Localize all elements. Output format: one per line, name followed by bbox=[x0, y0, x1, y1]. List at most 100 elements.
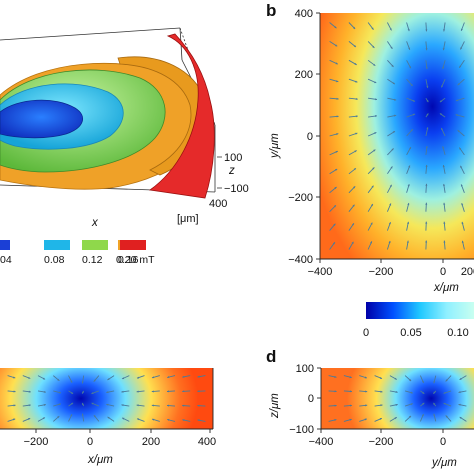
panel-b-arrowhead bbox=[390, 166, 393, 169]
panel-c-arrowhead bbox=[137, 376, 140, 379]
panel-c-arrowhead bbox=[167, 376, 170, 378]
panel-b-arrowhead bbox=[355, 132, 358, 135]
panel-c-arrowhead bbox=[43, 403, 46, 406]
panel-b-arrowhead bbox=[375, 115, 377, 118]
panel-b-arrowhead bbox=[409, 147, 411, 150]
panel-d-arrowhead bbox=[410, 403, 413, 406]
panel-c-arrowhead bbox=[182, 390, 185, 393]
panel-b-arrowhead bbox=[443, 240, 446, 243]
colorbar-tick-0.05: 0.05 bbox=[400, 327, 421, 339]
panel-b-arrowhead bbox=[392, 82, 395, 85]
panel-d-arrowhead bbox=[349, 418, 352, 421]
panel-b-arrowhead bbox=[425, 48, 428, 51]
panel-d-arrowhead bbox=[380, 390, 383, 393]
panel-c-xtick-200: 200 bbox=[142, 436, 160, 448]
panel-c-arrowhead bbox=[136, 390, 139, 393]
panel-b-arrowhead bbox=[459, 147, 462, 150]
panel-b-arrowhead bbox=[370, 204, 373, 207]
panel-b-ytick-m200: −200 bbox=[288, 192, 313, 204]
panel-d-arrowhead bbox=[394, 417, 397, 420]
panel-b-arrowhead bbox=[389, 203, 392, 206]
panel-d-arrowhead bbox=[365, 404, 368, 407]
panel-a-unit: [μm] bbox=[177, 213, 199, 225]
panel-a-x-tick: 400 bbox=[209, 198, 227, 210]
panel-b-arrowhead bbox=[407, 203, 410, 206]
panel-b-y-label: y/μm bbox=[269, 133, 281, 159]
legend-label-0.20: 0.20 mT bbox=[116, 254, 155, 266]
isosurface-0.16-arc bbox=[117, 56, 207, 176]
panel-c-arrowhead bbox=[81, 413, 84, 416]
panel-b-arrowhead bbox=[333, 205, 336, 208]
panel-d-xtick-0: 0 bbox=[440, 436, 446, 448]
panel-c-x-label: x/μm bbox=[87, 454, 113, 466]
panel-d-ytick-m100: −100 bbox=[289, 424, 314, 436]
panel-b-ytick-0: 0 bbox=[307, 131, 313, 143]
panel-b-arrowhead bbox=[336, 115, 339, 118]
panel-b-arrowhead bbox=[425, 67, 428, 70]
panel-b-arrowhead bbox=[334, 187, 337, 190]
panel-d-arrowhead bbox=[349, 390, 352, 393]
legend-swatch-0.20 bbox=[120, 240, 146, 250]
panel-c-arrowhead bbox=[42, 377, 46, 380]
panel-d-arrowhead bbox=[433, 413, 436, 416]
panel-c-arrowhead bbox=[42, 417, 45, 420]
panel-c-arrowhead bbox=[93, 379, 96, 382]
panel-b-arrowhead bbox=[442, 66, 445, 69]
panel-b-arrowhead bbox=[374, 132, 377, 135]
panel-d-arrowhead bbox=[334, 404, 337, 407]
panel-c-arrowhead bbox=[182, 375, 185, 378]
panel-b-arrowhead bbox=[372, 167, 375, 170]
panel-d-map bbox=[321, 368, 474, 429]
panel-b-arrowhead bbox=[389, 184, 392, 187]
panel-d-arrowhead bbox=[379, 376, 382, 379]
panel-c-arrowhead bbox=[57, 416, 60, 419]
panel-d-arrowhead bbox=[349, 404, 352, 407]
panel-d-arrows bbox=[328, 375, 467, 422]
panel-b-xtick-m200: −200 bbox=[369, 266, 394, 278]
panel-b-arrowhead bbox=[460, 165, 463, 168]
panel-b-arrowhead bbox=[425, 240, 428, 243]
panel-d-arrowhead bbox=[433, 391, 436, 394]
panel-b-arrowhead bbox=[409, 66, 411, 69]
colorbar-tick-0: 0 bbox=[363, 327, 369, 339]
panel-c-arrowhead bbox=[82, 391, 84, 394]
panel-c-arrowhead bbox=[82, 402, 84, 406]
panel-b-arrowhead bbox=[388, 241, 391, 244]
panel-b-arrowhead bbox=[355, 80, 358, 83]
panel-d-arrowhead bbox=[459, 417, 462, 419]
panel-b-arrowhead bbox=[353, 45, 356, 47]
panel-d-arrowhead bbox=[408, 415, 411, 418]
panel-c-arrowhead bbox=[197, 419, 200, 422]
panel-c-arrowhead bbox=[70, 391, 74, 394]
panel-c-arrowhead bbox=[13, 376, 16, 379]
panel-b-arrowhead bbox=[333, 223, 336, 226]
panel-d-arrowhead bbox=[433, 381, 436, 384]
panel-c-arrowhead bbox=[107, 378, 110, 380]
panel-c-arrowhead bbox=[58, 391, 61, 394]
panel-b-arrowhead bbox=[407, 221, 410, 224]
panel-b-arrowhead bbox=[371, 27, 374, 30]
panel-b-arrowhead bbox=[425, 221, 428, 224]
panel-b-arrowhead bbox=[371, 185, 374, 188]
panel-c-xtick-m200: −200 bbox=[24, 436, 49, 448]
panel-b-arrowhead bbox=[354, 150, 357, 153]
panel-c-map bbox=[0, 368, 213, 429]
panel-b-arrowhead bbox=[459, 65, 462, 68]
legend-label-0.12: 0.12 bbox=[82, 254, 103, 266]
panel-d-arrowhead bbox=[422, 391, 425, 394]
panel-b-x-label: x/μm bbox=[433, 282, 459, 294]
panel-d-arrowhead bbox=[364, 418, 367, 421]
panel-b-arrowhead bbox=[390, 46, 393, 49]
panel-b-arrowhead bbox=[335, 44, 338, 47]
panel-c-arrowhead bbox=[152, 418, 155, 421]
panel-c-arrowhead bbox=[137, 418, 140, 421]
panel-b-arrowhead bbox=[425, 146, 428, 148]
panel-d-arrowhead bbox=[433, 402, 436, 406]
panel-b-arrowhead bbox=[461, 203, 464, 206]
panel-b-arrowhead bbox=[394, 114, 397, 117]
panel-c-arrowhead bbox=[70, 414, 73, 417]
panel-c-arrowhead bbox=[28, 418, 31, 421]
panel-d-arrowhead bbox=[445, 415, 448, 418]
panel-c-arrowhead bbox=[121, 390, 124, 393]
panel-d-arrowhead bbox=[459, 377, 462, 380]
